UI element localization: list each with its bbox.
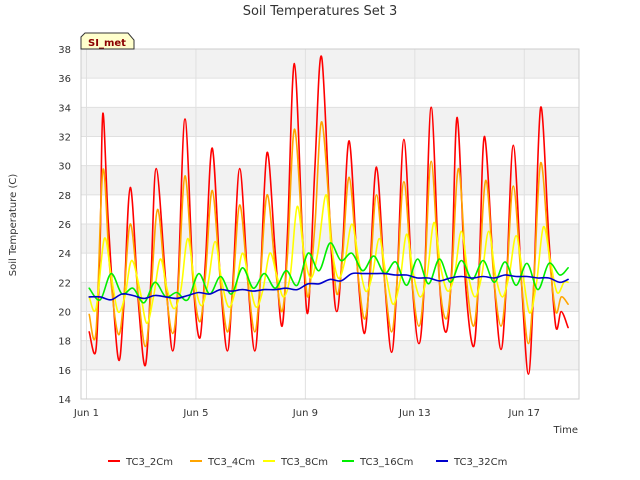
- plot-frame: [80, 48, 580, 400]
- plot-band: [81, 136, 579, 166]
- chart-title: Soil Temperatures Set 3: [243, 4, 398, 19]
- legend-label: TC3_2Cm: [125, 457, 173, 468]
- plot-band: [81, 165, 579, 195]
- y-axis-label: Soil Temperature (C): [8, 174, 19, 277]
- y-tick-label: 22: [58, 278, 71, 289]
- series-layer: [88, 55, 569, 375]
- legend: TC3_2Cm TC3_4Cm TC3_8Cm TC3_16Cm TC3_32Cm: [108, 457, 507, 468]
- series-line-tc3-32cm: [88, 272, 569, 301]
- x-tick-label: Jun 9: [292, 408, 318, 419]
- legend-label: TC3_8Cm: [280, 457, 328, 468]
- y-tick-label: 24: [58, 249, 71, 260]
- x-tick-label: Jun 1: [73, 408, 99, 419]
- y-tick-label: 38: [58, 45, 71, 56]
- series-line-tc3-8cm: [88, 193, 569, 325]
- plot-band: [81, 340, 579, 370]
- legend-item-tc3-4cm: TC3_4Cm: [190, 457, 255, 468]
- legend-label: TC3_4Cm: [207, 457, 255, 468]
- y-tick-label: 32: [58, 133, 71, 144]
- x-axis-label: Time: [553, 425, 578, 436]
- plot-band: [81, 78, 579, 108]
- y-tick-label: 18: [58, 337, 71, 348]
- station-badge: SI_met: [80, 32, 135, 50]
- y-axis-ticks: 14 16 18 20 22 24 26 28 30 32 34 36 38: [58, 45, 71, 406]
- y-tick-label: 14: [58, 395, 71, 406]
- y-tick-label: 30: [58, 162, 71, 173]
- y-tick-label: 26: [58, 220, 71, 231]
- x-tick-label: Jun 5: [182, 408, 208, 419]
- plot-band: [81, 107, 579, 137]
- legend-label: TC3_16Cm: [359, 457, 413, 468]
- legend-item-tc3-2cm: TC3_2Cm: [108, 457, 173, 468]
- y-tick-label: 28: [58, 191, 71, 202]
- series-line-tc3-4cm: [88, 121, 569, 348]
- x-tick-label: Jun 13: [398, 408, 431, 419]
- plot-band: [81, 49, 579, 79]
- y-tick-label: 36: [58, 74, 71, 85]
- y-tick-label: 20: [58, 308, 71, 319]
- x-axis-ticks: Jun 1 Jun 5 Jun 9 Jun 13 Jun 17: [73, 408, 540, 419]
- y-tick-label: 16: [58, 366, 71, 377]
- x-tick-label: Jun 17: [508, 408, 541, 419]
- legend-item-tc3-32cm: TC3_32Cm: [436, 457, 507, 468]
- legend-label: TC3_32Cm: [453, 457, 507, 468]
- plot-band: [81, 369, 579, 399]
- legend-item-tc3-8cm: TC3_8Cm: [263, 457, 328, 468]
- station-badge-shape: [80, 32, 135, 50]
- legend-item-tc3-16cm: TC3_16Cm: [342, 457, 413, 468]
- station-badge-label: SI_met: [88, 38, 126, 49]
- y-tick-label: 34: [58, 103, 71, 114]
